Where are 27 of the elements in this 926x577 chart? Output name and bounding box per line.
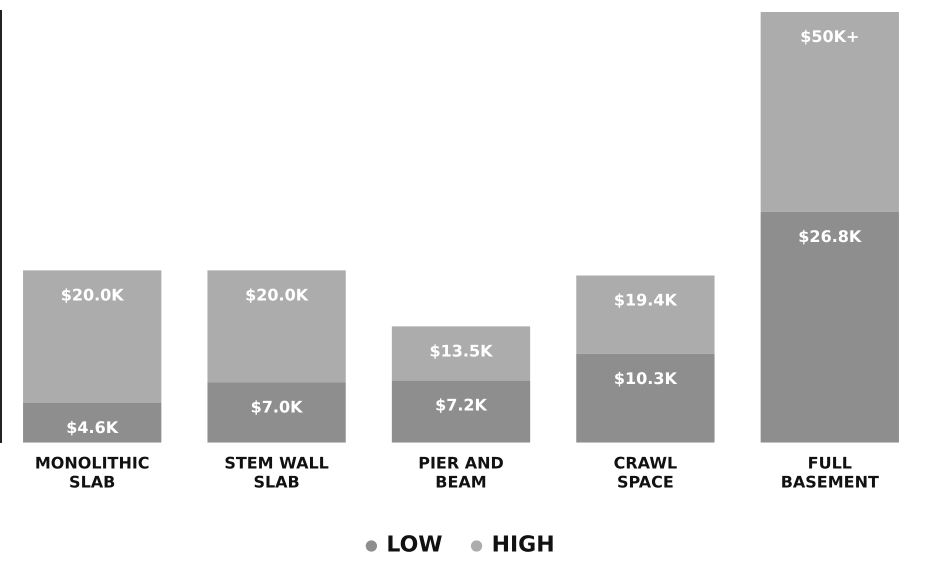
total-label: $20.0K (60, 286, 124, 305)
x-tick-label: PIER AND BEAM (418, 453, 504, 492)
data-label: $4.6K (66, 418, 119, 438)
data-label: $7.0K (250, 397, 304, 416)
total-label: $13.5K (429, 341, 494, 360)
x-tick-label: MONOLITHIC SLAB (34, 453, 150, 492)
bar (23, 402, 162, 443)
bar (392, 380, 530, 443)
x-tick-label: STEM WALL SLAB (224, 453, 329, 492)
total-label: $20.0K (245, 286, 309, 305)
x-tick-label: CRAWL SPACE (614, 453, 678, 492)
bar (576, 276, 715, 354)
bar (207, 382, 346, 443)
bar (23, 270, 162, 403)
bar (207, 270, 346, 382)
bar (760, 12, 899, 212)
legend-label: LOW (386, 532, 443, 558)
bar (392, 326, 530, 381)
total-label: $19.4K (614, 290, 678, 310)
bar (760, 212, 899, 443)
x-tick-label: FULL BASEMENT (780, 453, 879, 492)
bar (576, 354, 715, 443)
legend-label: HIGH (492, 532, 555, 558)
total-label: $50K+ (800, 27, 860, 46)
data-label: $7.2K (435, 396, 488, 415)
data-label: $26.8K (798, 226, 862, 246)
data-label: $10.3K (614, 369, 678, 388)
